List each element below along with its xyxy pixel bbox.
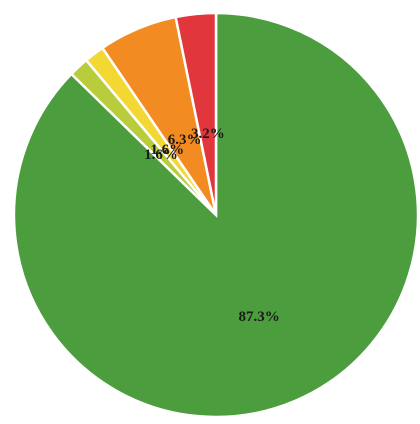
pie-slice (174, 11, 218, 216)
data-label: 3.2% (191, 126, 225, 142)
data-label: 87.3% (239, 309, 280, 325)
data-label: 1.6% (150, 142, 184, 158)
data-label: 6.3% (168, 132, 202, 148)
data-label: 1.6% (144, 147, 178, 163)
